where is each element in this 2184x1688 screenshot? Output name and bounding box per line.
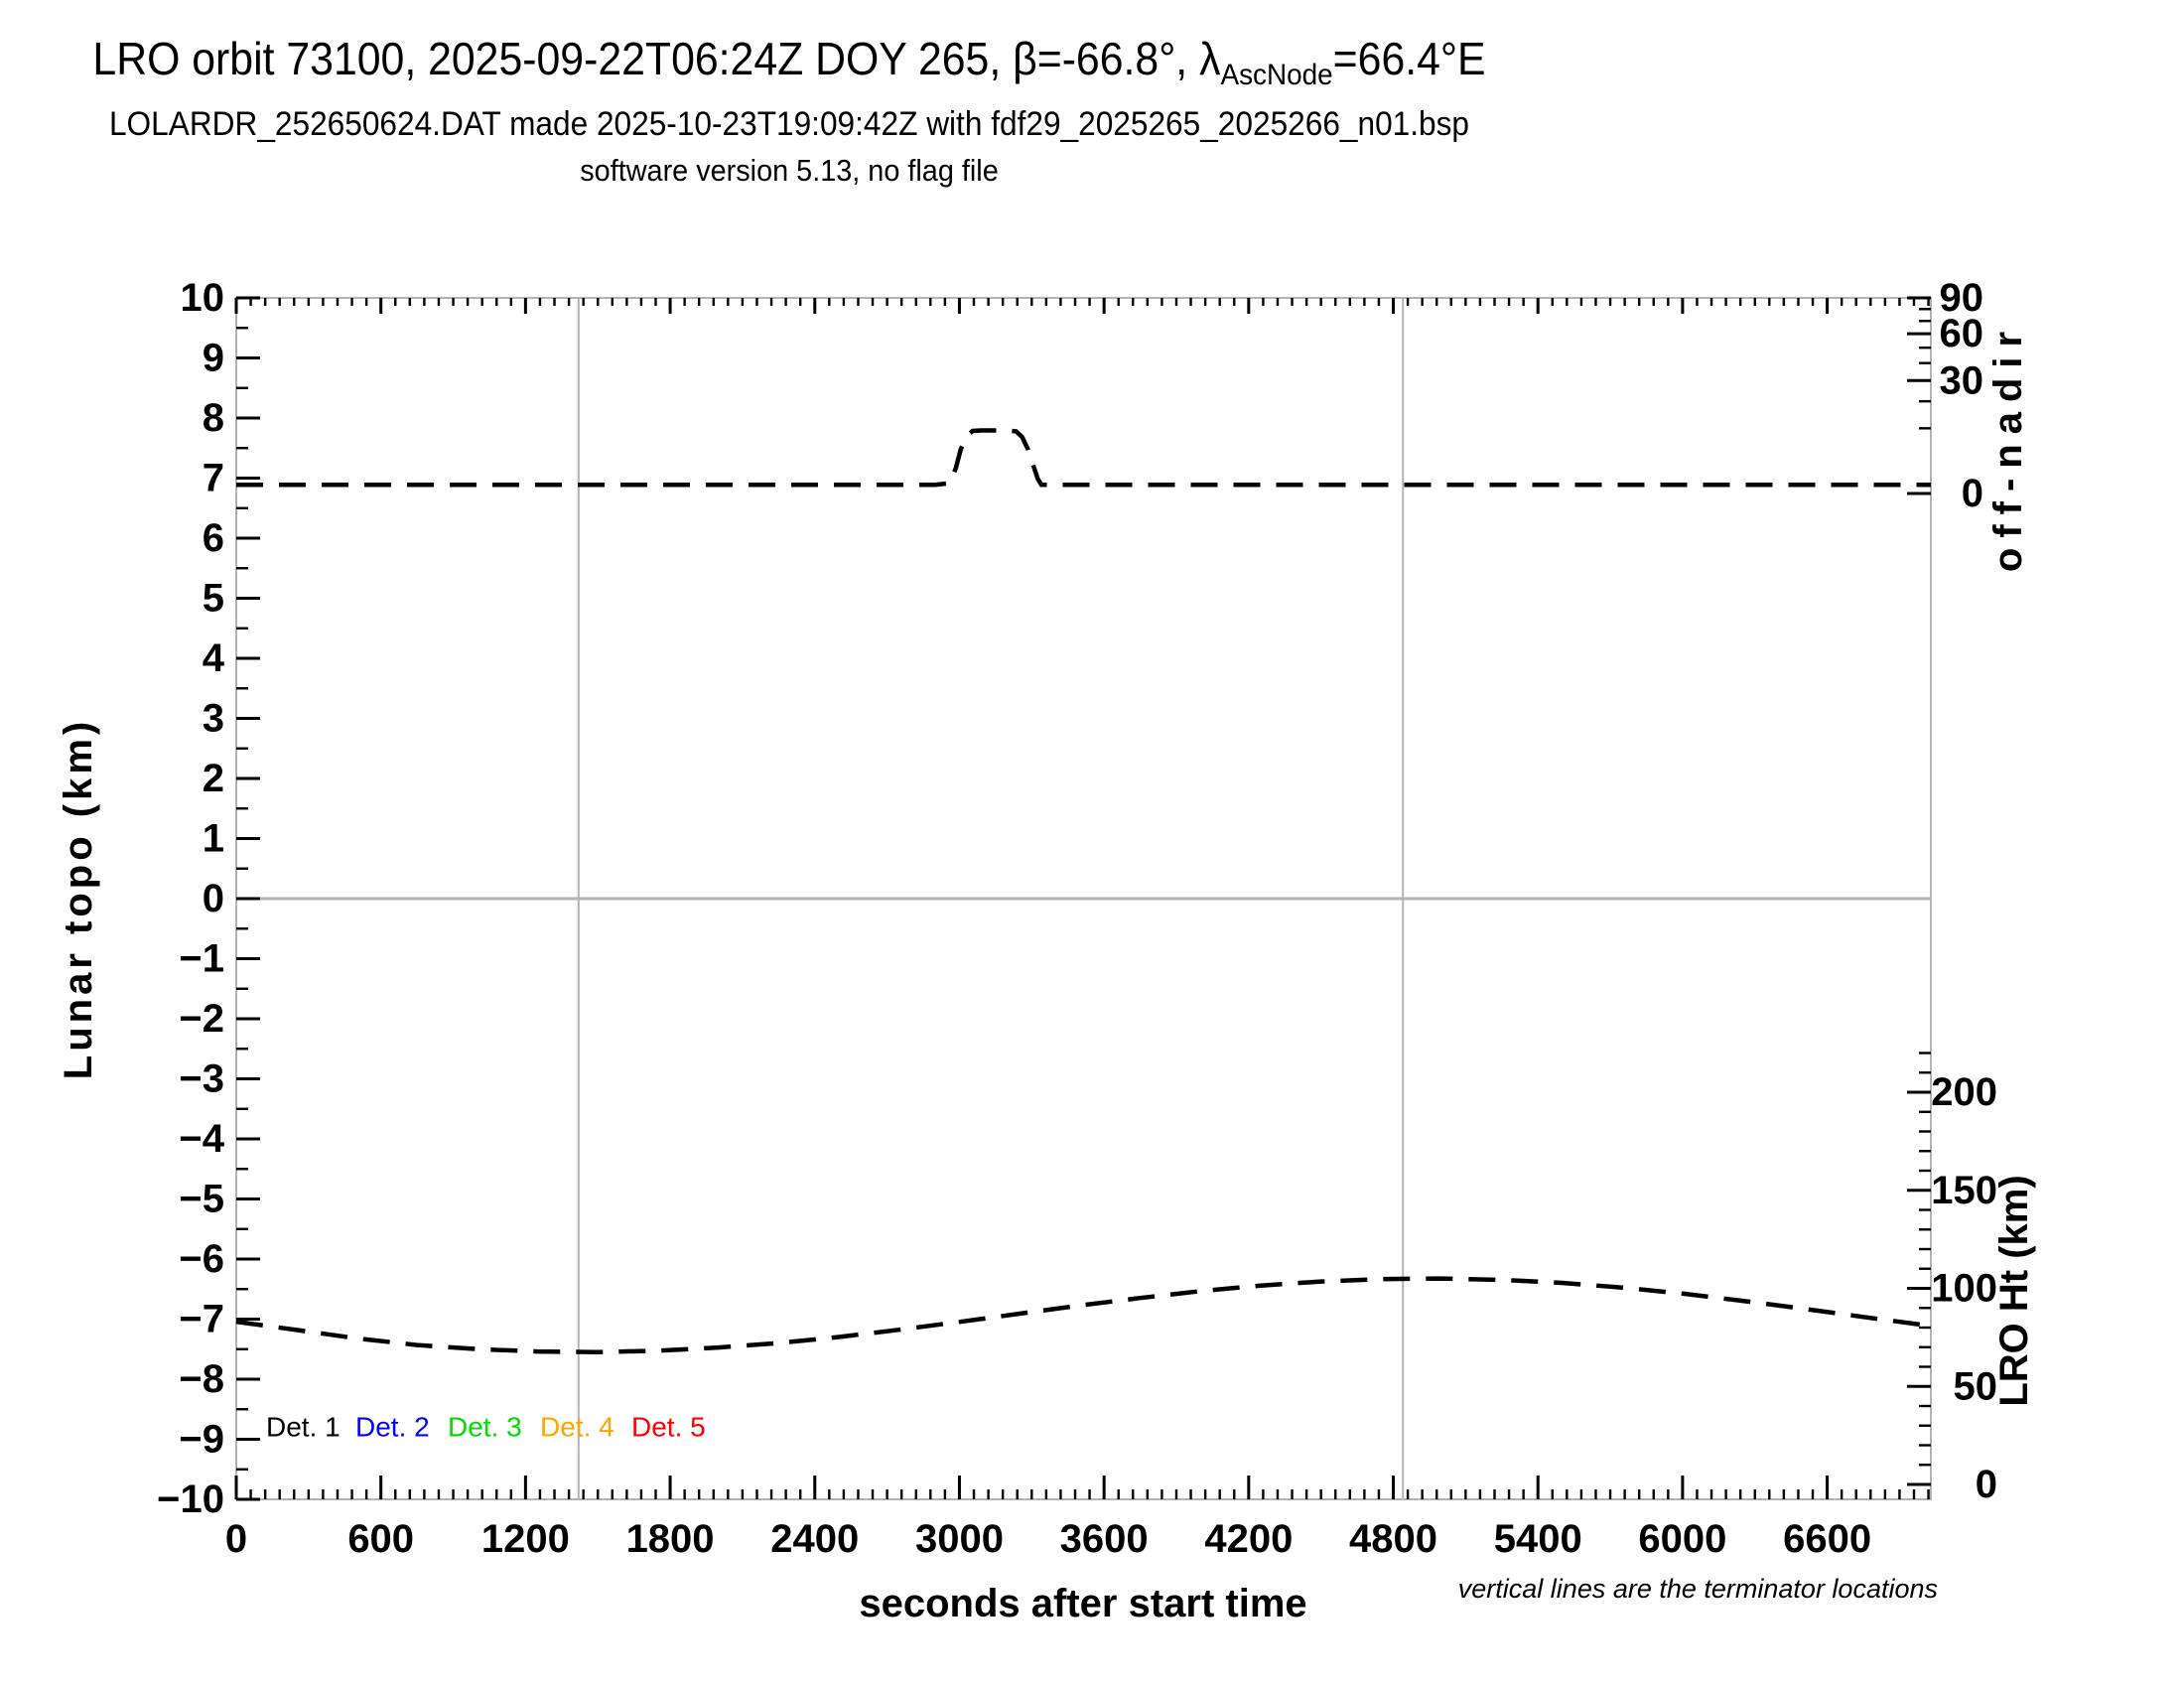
plot-subtitle-file: LOLARDR_252650624.DAT made 2025-10-23T19… [108, 105, 1470, 143]
plot-title-prefix: LRO orbit 73100, 2025-09-22T06:24Z DOY 2… [92, 33, 1221, 84]
x-tick-label: 1200 [481, 1517, 570, 1561]
plot-subtitle-version: software version 5.13, no flag file [580, 153, 999, 188]
topo-tick-label: 4 [203, 636, 225, 680]
lro-ht-axis-title: LRO Ht (km) [1992, 1175, 2036, 1406]
x-tick-label: 3600 [1060, 1517, 1149, 1561]
topo-tick-label: −1 [179, 937, 224, 981]
topo-tick-label: 10 [181, 276, 225, 320]
legend-det-2: Det. 2 [355, 1412, 430, 1443]
x-tick-label: 6000 [1638, 1517, 1726, 1561]
off-nadir-tick-label: 0 [1962, 472, 1983, 515]
lro-ht-tick-label: 200 [1931, 1070, 1997, 1114]
lro-height-series-line [235, 1276, 1932, 1354]
lro-ht-tick-label: 0 [1976, 1463, 1997, 1506]
off-nadir-series-line [236, 428, 1931, 488]
legend-det-3: Det. 3 [448, 1412, 522, 1443]
x-axis-title: seconds after start time [859, 1582, 1306, 1625]
topo-tick-label: 8 [203, 396, 224, 440]
x-tick-label: 4800 [1349, 1517, 1437, 1561]
topo-tick-label: −5 [179, 1178, 224, 1221]
plot-title-subscript: AscNode [1220, 59, 1333, 91]
legend-det-4: Det. 4 [540, 1412, 614, 1443]
terminator-footnote: vertical lines are the terminator locati… [1458, 1574, 1938, 1604]
topo-tick-label: 3 [203, 697, 224, 741]
topo-tick-label: 5 [203, 577, 224, 621]
topo-axis-title: Lunar topo (km) [57, 718, 100, 1079]
x-tick-label: 600 [347, 1517, 414, 1561]
x-tick-label: 2400 [770, 1517, 859, 1561]
off-nadir-axis-title: off-nadir [1986, 322, 2030, 572]
topo-tick-label: 2 [203, 757, 224, 800]
plot-title-suffix: =66.4°E [1332, 33, 1486, 84]
topo-tick-label: −3 [179, 1057, 224, 1101]
x-tick-label: 3000 [915, 1517, 1004, 1561]
topo-tick-label: 0 [203, 877, 224, 920]
topo-tick-label: 7 [203, 457, 224, 500]
lro-ht-tick-label: 50 [1954, 1364, 1998, 1408]
x-tick-label: 5400 [1494, 1517, 1582, 1561]
legend-det-1: Det. 1 [266, 1412, 341, 1443]
topo-tick-label: −4 [179, 1117, 224, 1161]
topo-tick-label: 9 [203, 337, 224, 380]
topo-tick-label: 6 [203, 516, 224, 560]
topo-tick-label: −2 [179, 997, 224, 1041]
topo-tick-label: −8 [179, 1357, 224, 1401]
topo-tick-label: −6 [179, 1237, 224, 1281]
x-tick-label: 4200 [1204, 1517, 1293, 1561]
off-nadir-tick-label: 60 [1940, 312, 1984, 355]
x-tick-label: 0 [225, 1517, 247, 1561]
x-tick-label: 6600 [1783, 1517, 1871, 1561]
topo-tick-label: −7 [179, 1298, 224, 1341]
off-nadir-tick-label: 90 [1940, 276, 1984, 320]
topo-tick-label: −10 [157, 1477, 224, 1521]
plot-title: LRO orbit 73100, 2025-09-22T06:24Z DOY 2… [56, 32, 1524, 92]
topo-tick-label: 1 [203, 817, 224, 861]
off-nadir-tick-label: 30 [1940, 358, 1984, 402]
legend-det-5: Det. 5 [631, 1412, 706, 1443]
x-tick-label: 1800 [626, 1517, 715, 1561]
lro-ht-tick-label: 100 [1931, 1267, 1997, 1311]
lro-ht-tick-label: 150 [1931, 1169, 1997, 1212]
topo-tick-label: −9 [179, 1418, 224, 1462]
